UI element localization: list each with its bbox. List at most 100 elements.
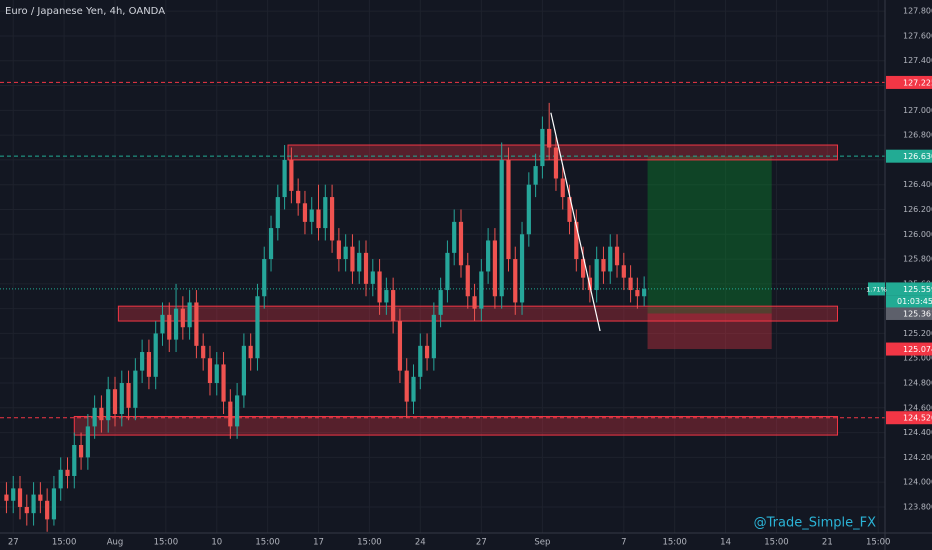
y-tick-label: 125.800 <box>903 255 932 264</box>
candle-body <box>262 259 267 297</box>
y-tick-label: 124.600 <box>903 403 932 412</box>
candle-body <box>31 494 36 514</box>
y-tick-label: 123.800 <box>903 502 932 511</box>
y-tick-label: 126.400 <box>903 180 932 189</box>
candle-body <box>112 389 118 415</box>
candle-body <box>187 302 192 328</box>
y-tick-label: 124.800 <box>903 379 932 388</box>
candle-body <box>241 345 246 396</box>
candle-body <box>445 252 450 291</box>
candle-body <box>133 370 138 408</box>
price-label-box <box>886 306 932 320</box>
candle-body <box>11 488 16 501</box>
candle-body <box>594 259 599 291</box>
zone <box>117 305 839 322</box>
candle-body <box>201 345 206 359</box>
candle-body <box>38 494 43 501</box>
x-tick-label: 10 <box>211 538 222 548</box>
y-tick-label: 127.600 <box>903 31 932 40</box>
x-tick-label: 15:00 <box>52 538 77 548</box>
candle-body <box>642 288 647 297</box>
candle-body <box>377 271 382 303</box>
x-tick-label: 24 <box>415 538 426 548</box>
price-label: 124.520 <box>903 414 932 423</box>
countdown: 01:03:45 <box>897 297 932 306</box>
candle-body <box>513 259 518 303</box>
candle-body <box>24 506 29 514</box>
candle-body <box>540 128 545 167</box>
candle-body <box>628 277 633 291</box>
countdown-box <box>886 295 932 308</box>
zone <box>287 144 839 161</box>
candle-body <box>472 296 477 309</box>
candle-body <box>4 494 9 501</box>
candle-body <box>465 265 470 297</box>
x-tick-label: 15:00 <box>255 538 280 548</box>
candle-body <box>601 259 606 272</box>
candle-body <box>160 314 165 334</box>
candle-body <box>58 469 63 489</box>
candle-body <box>92 407 97 427</box>
candle-body <box>316 209 321 229</box>
price-label-box <box>886 342 932 356</box>
y-tick-label: 126.000 <box>903 230 932 239</box>
candle-body <box>106 389 111 421</box>
candle-body <box>180 308 185 328</box>
y-tick-label: 127.800 <box>903 7 932 16</box>
y-tick-label: 125.000 <box>903 354 932 363</box>
candle-body <box>499 159 504 297</box>
candle-body <box>553 147 559 179</box>
x-tick-label: Aug <box>107 538 124 548</box>
candle-body <box>140 352 145 371</box>
y-tick-label: 124.200 <box>903 453 932 462</box>
candle-body <box>302 203 308 222</box>
candle-body <box>343 246 348 260</box>
candle-body <box>228 401 233 427</box>
candle-body <box>363 252 369 284</box>
price-label-box <box>886 75 932 89</box>
change-label-box <box>868 282 885 296</box>
candle-body <box>370 271 375 284</box>
candle-body <box>78 444 84 458</box>
candle-body <box>533 166 538 185</box>
y-tick-label: 126.200 <box>903 205 932 214</box>
x-tick-label: Sep <box>534 538 550 548</box>
candle-body <box>207 358 213 384</box>
candle-body <box>17 488 23 507</box>
candle-body <box>323 197 328 229</box>
candle-body <box>336 240 341 260</box>
candle-body <box>411 376 416 402</box>
candle-body <box>486 240 491 272</box>
candle-body <box>51 488 57 520</box>
price-label-box <box>886 411 932 425</box>
x-tick-label: 27 <box>476 538 487 548</box>
candle-body <box>397 321 403 371</box>
candle-body <box>635 290 640 297</box>
y-tick-label: 127.000 <box>903 106 932 115</box>
candle-body <box>560 178 565 198</box>
trendline <box>550 112 601 332</box>
candle-body <box>194 302 199 346</box>
candle-body <box>282 159 287 198</box>
candle-body <box>547 128 552 148</box>
candle-body <box>153 333 158 377</box>
x-tick-label: 7 <box>621 538 626 548</box>
y-tick-label: 126.800 <box>903 131 932 140</box>
price-label: 127.225 <box>903 78 932 87</box>
y-tick-label: 127.400 <box>903 56 932 65</box>
candle-body <box>621 265 626 278</box>
price-label: 126.630 <box>903 152 932 161</box>
candle-body <box>404 370 409 402</box>
candle-body <box>506 159 511 260</box>
candle-body <box>458 221 464 266</box>
candle-body <box>438 290 443 315</box>
candle-body <box>146 352 152 377</box>
y-tick-label: 124.400 <box>903 428 932 437</box>
chart-title: Euro / Japanese Yen, 4h, OANDA <box>5 6 165 17</box>
candle-body <box>65 469 70 476</box>
x-tick-label: 14 <box>720 538 731 548</box>
candle-body <box>574 221 579 260</box>
y-tick-label: 125.200 <box>903 329 932 338</box>
candle-body <box>167 314 172 340</box>
candle-body <box>45 500 50 520</box>
